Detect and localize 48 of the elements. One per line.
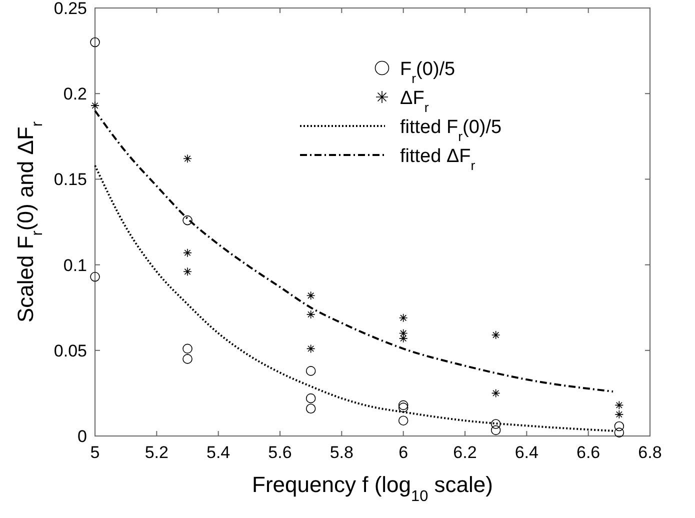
x-tick-label: 5.8: [330, 443, 354, 462]
y-tick-label: 0.15: [54, 170, 87, 190]
point: [491, 330, 500, 340]
x-tick-label: 6.8: [638, 443, 662, 462]
point: [182, 354, 192, 364]
point: [183, 248, 192, 258]
point: [306, 344, 316, 354]
point: [183, 154, 192, 164]
point: [614, 428, 624, 438]
x-tick-label: 6: [398, 443, 408, 462]
point: [614, 410, 624, 419]
y-tick-label: 0.05: [54, 341, 87, 360]
x-tick-label: 6.4: [514, 443, 538, 462]
point: [90, 272, 100, 282]
x-tick-label: 5: [90, 443, 100, 462]
point: [614, 400, 624, 410]
point: [614, 421, 624, 432]
legend-label: fitted F$_{r}$(0)/5: [400, 117, 502, 144]
point: [491, 388, 500, 398]
y-tick-label: 0.2: [63, 84, 87, 104]
y-tick-label: 0: [78, 427, 87, 446]
point: [490, 425, 501, 436]
point: [306, 291, 316, 300]
x-tick-label: 5.2: [144, 443, 168, 462]
point: [306, 404, 316, 414]
point: [398, 416, 408, 426]
point: [90, 101, 100, 110]
y-tick-label: 0.1: [63, 256, 87, 275]
x-tick-label: 5.6: [268, 443, 292, 462]
point: [490, 419, 501, 429]
point: [306, 393, 316, 404]
point: [182, 344, 192, 354]
x-axis-title: Frequency f (log$_{10}$ scale): [252, 472, 493, 504]
point: [398, 313, 408, 322]
legend-label: ΔF$_{r}$: [400, 88, 430, 114]
point: [398, 402, 408, 412]
x-tick-label: 5.4: [206, 443, 230, 462]
point: [90, 37, 100, 48]
point: [182, 215, 192, 226]
legend-label: F$_{r}$(0)/5: [400, 59, 456, 86]
point: [183, 267, 192, 276]
point: [306, 366, 316, 376]
legend-label: fitted ΔF$_{r}$: [400, 146, 476, 172]
x-tick-label: 6.6: [576, 443, 600, 462]
x-tick-label: 6.2: [453, 443, 477, 462]
y-tick-label: 0.25: [54, 0, 87, 18]
point: [306, 310, 316, 319]
point: [398, 400, 408, 410]
